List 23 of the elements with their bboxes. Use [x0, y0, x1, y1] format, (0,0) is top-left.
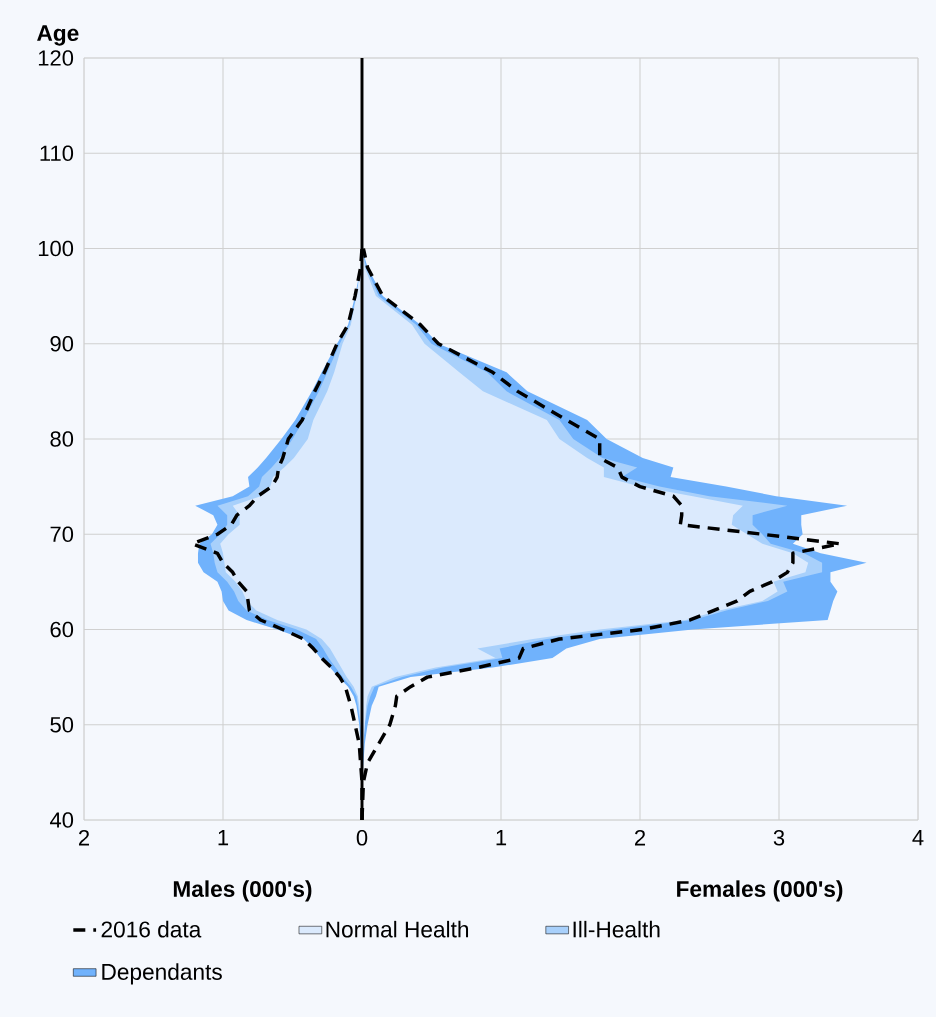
y-tick-label: 70 [50, 526, 74, 543]
y-tick-label: 40 [49, 812, 74, 828]
text: Males (000's) [173, 880, 312, 902]
y-axis-title: Age [37, 25, 79, 46]
y-tick-label: 90 [50, 335, 74, 352]
y-tick-label: 120 [38, 50, 74, 66]
x-tick-label: 1 [496, 830, 507, 846]
x-tick-label: 4 [912, 830, 924, 846]
y-tick-label: 60 [50, 621, 74, 638]
legend-label: Normal Health [326, 920, 469, 938]
legend-label: 2016 data [101, 920, 202, 938]
x-tick-label: 3 [773, 830, 785, 846]
legend-label: Dependants [102, 963, 222, 985]
y-tick-label: 110 [40, 145, 74, 162]
text: Females (000's) [677, 880, 843, 902]
x-tick-label: 1 [218, 830, 229, 846]
x-tick-label: 0 [356, 830, 368, 846]
y-tick-label: 50 [50, 716, 74, 733]
x-tick-label: 2 [634, 830, 646, 846]
x-tick-label: 2 [78, 830, 90, 846]
y-tick-label: 80 [50, 431, 74, 447]
legend-label: Ill-Health [573, 920, 660, 938]
y-tick-label: 100 [38, 240, 74, 257]
